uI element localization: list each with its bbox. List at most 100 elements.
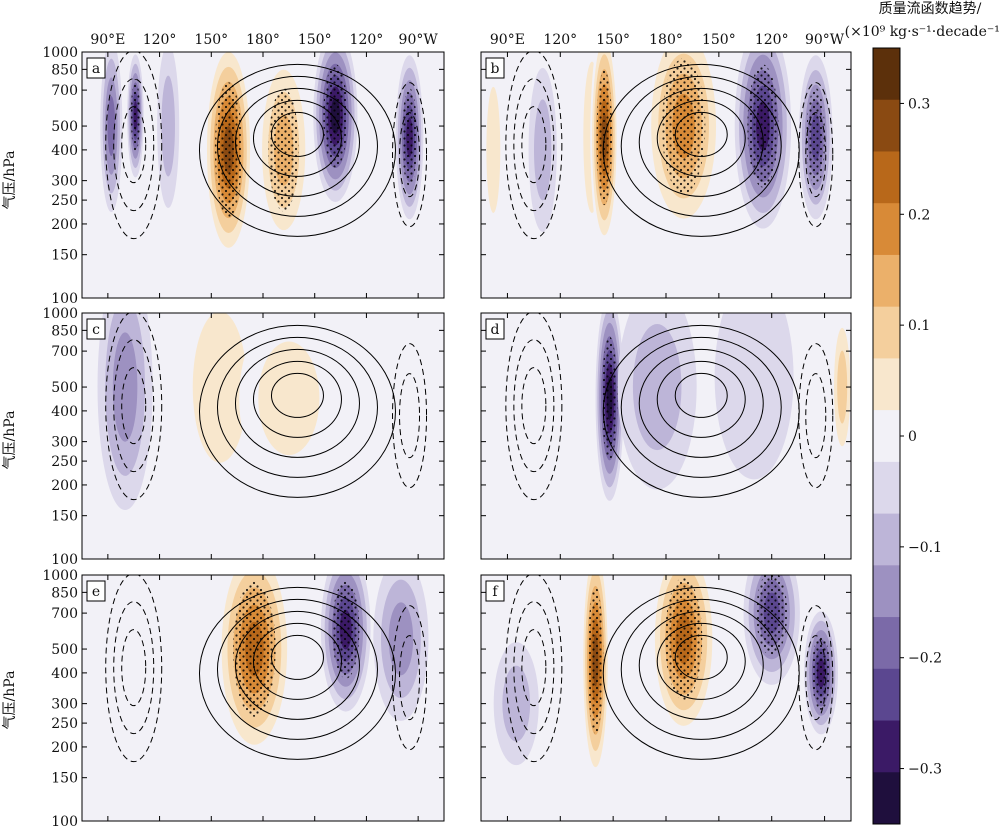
x-tick-label: 90°W	[399, 32, 439, 48]
y-tick-label: 150	[51, 771, 78, 787]
significance-stipple-1	[587, 586, 604, 735]
positive-contour	[234, 348, 360, 458]
y-tick-label: 850	[51, 323, 78, 339]
trend-blob-2	[258, 341, 320, 456]
positive-contour	[674, 111, 728, 157]
positive-contour	[602, 63, 800, 237]
positive-contour	[638, 87, 764, 197]
colorbar-segment	[873, 772, 900, 825]
panel-label: e	[92, 584, 100, 600]
y-tick-label: 1000	[42, 568, 78, 584]
negative-contour	[521, 106, 547, 184]
trend-blob-0	[159, 575, 188, 752]
colorbar-segment	[873, 306, 900, 359]
positive-contour	[234, 610, 360, 720]
y-tick-label: 200	[51, 217, 78, 233]
x-tick-labels-left: 90°E 120° 150° 180° 150° 120° 90°W	[90, 32, 438, 48]
y-tick-label: 400	[51, 404, 78, 420]
significance-stipple-4	[811, 635, 831, 710]
positive-contour	[656, 99, 746, 177]
x-tick-label: 120°	[755, 32, 789, 48]
positive-contour	[674, 372, 728, 418]
panel-label-box	[86, 57, 106, 79]
x-tick-label: 180°	[649, 32, 683, 48]
negative-contour	[113, 78, 155, 212]
panel-label-box	[86, 580, 106, 602]
y-tick-label: 1000	[42, 45, 78, 61]
negative-contour	[505, 52, 563, 240]
panel-label-box	[485, 580, 505, 602]
significance-stipple-3	[756, 575, 788, 657]
colorbar-segment	[873, 617, 900, 670]
trend-field	[505, 313, 851, 547]
significance-stipple-7	[401, 88, 418, 187]
y-tick-label: 500	[51, 642, 78, 658]
positive-contour	[198, 586, 396, 760]
positive-contour	[656, 622, 746, 700]
significance-stipple-1	[130, 78, 140, 153]
colorbar-segment	[873, 203, 900, 256]
trend-blob-5	[837, 350, 848, 424]
significance-stipple-2	[665, 577, 703, 701]
positive-contour	[620, 598, 782, 740]
colorbar-tick-label: 0.2	[908, 207, 930, 223]
y-tick-label: 150	[51, 509, 78, 525]
x-tick-label: 90°E	[490, 32, 525, 48]
positive-contour	[620, 336, 782, 478]
x-tick-label: 90°E	[90, 32, 125, 48]
positive-contour	[638, 610, 764, 720]
colorbar-segment	[873, 720, 900, 773]
y-tick-label: 400	[51, 666, 78, 682]
y-tick-label: 150	[51, 248, 78, 264]
negative-contour	[505, 575, 563, 763]
colorbar: 0.3 0.2 0.1 0 −0.1 −0.2 −0.3	[872, 47, 942, 825]
y-tick-label: 700	[51, 606, 78, 622]
y-tick-label: 700	[51, 344, 78, 360]
panel-label: b	[491, 61, 500, 77]
y-tick-label: 100	[51, 291, 78, 307]
positive-contour	[270, 372, 324, 418]
panel-d: d	[480, 312, 852, 560]
panel-label-box	[485, 57, 505, 79]
colorbar-title-line1: 质量流函数趋势/	[879, 1, 982, 17]
negative-contour	[521, 367, 547, 445]
negative-contours	[505, 313, 834, 501]
trend-field	[97, 313, 428, 511]
negative-contour	[521, 629, 547, 707]
positive-contour	[198, 63, 396, 237]
positive-contour	[252, 99, 342, 177]
colorbar-segment	[873, 151, 900, 204]
trend-blob-0	[532, 313, 589, 514]
x-tick-label: 180°	[246, 32, 280, 48]
y-axis-label-bottom: 气压/hPa	[2, 671, 18, 730]
significance-stipple-5	[323, 64, 348, 168]
negative-contour	[798, 82, 834, 228]
climatology-contours	[602, 586, 800, 760]
significance-stipple-2	[332, 580, 360, 679]
climatology-contours	[198, 586, 396, 760]
climatology-contours	[602, 324, 800, 498]
x-tick-label: 120°	[143, 32, 177, 48]
y-tick-label: 500	[51, 380, 78, 396]
y-tick-label: 250	[51, 454, 78, 470]
x-tick-label: 90°W	[805, 32, 845, 48]
climatology-contours	[602, 63, 800, 237]
x-tick-labels-right: 90°E 120° 150° 180° 150° 120° 90°W	[490, 32, 845, 48]
colorbar-segment	[873, 410, 900, 463]
negative-contour	[121, 367, 147, 445]
panel-label: f	[492, 584, 499, 600]
colorbar-segment	[873, 668, 900, 722]
colorbar-tick-label: 0.3	[908, 96, 930, 112]
positive-contour	[602, 324, 800, 498]
trend-blob-0	[502, 665, 531, 742]
negative-contour	[805, 112, 827, 198]
positive-contour	[252, 622, 342, 700]
panel-f: f	[480, 574, 852, 822]
x-tick-label: 150°	[298, 32, 332, 48]
climatology-contours	[198, 324, 396, 498]
trend-blob-1	[533, 99, 552, 201]
